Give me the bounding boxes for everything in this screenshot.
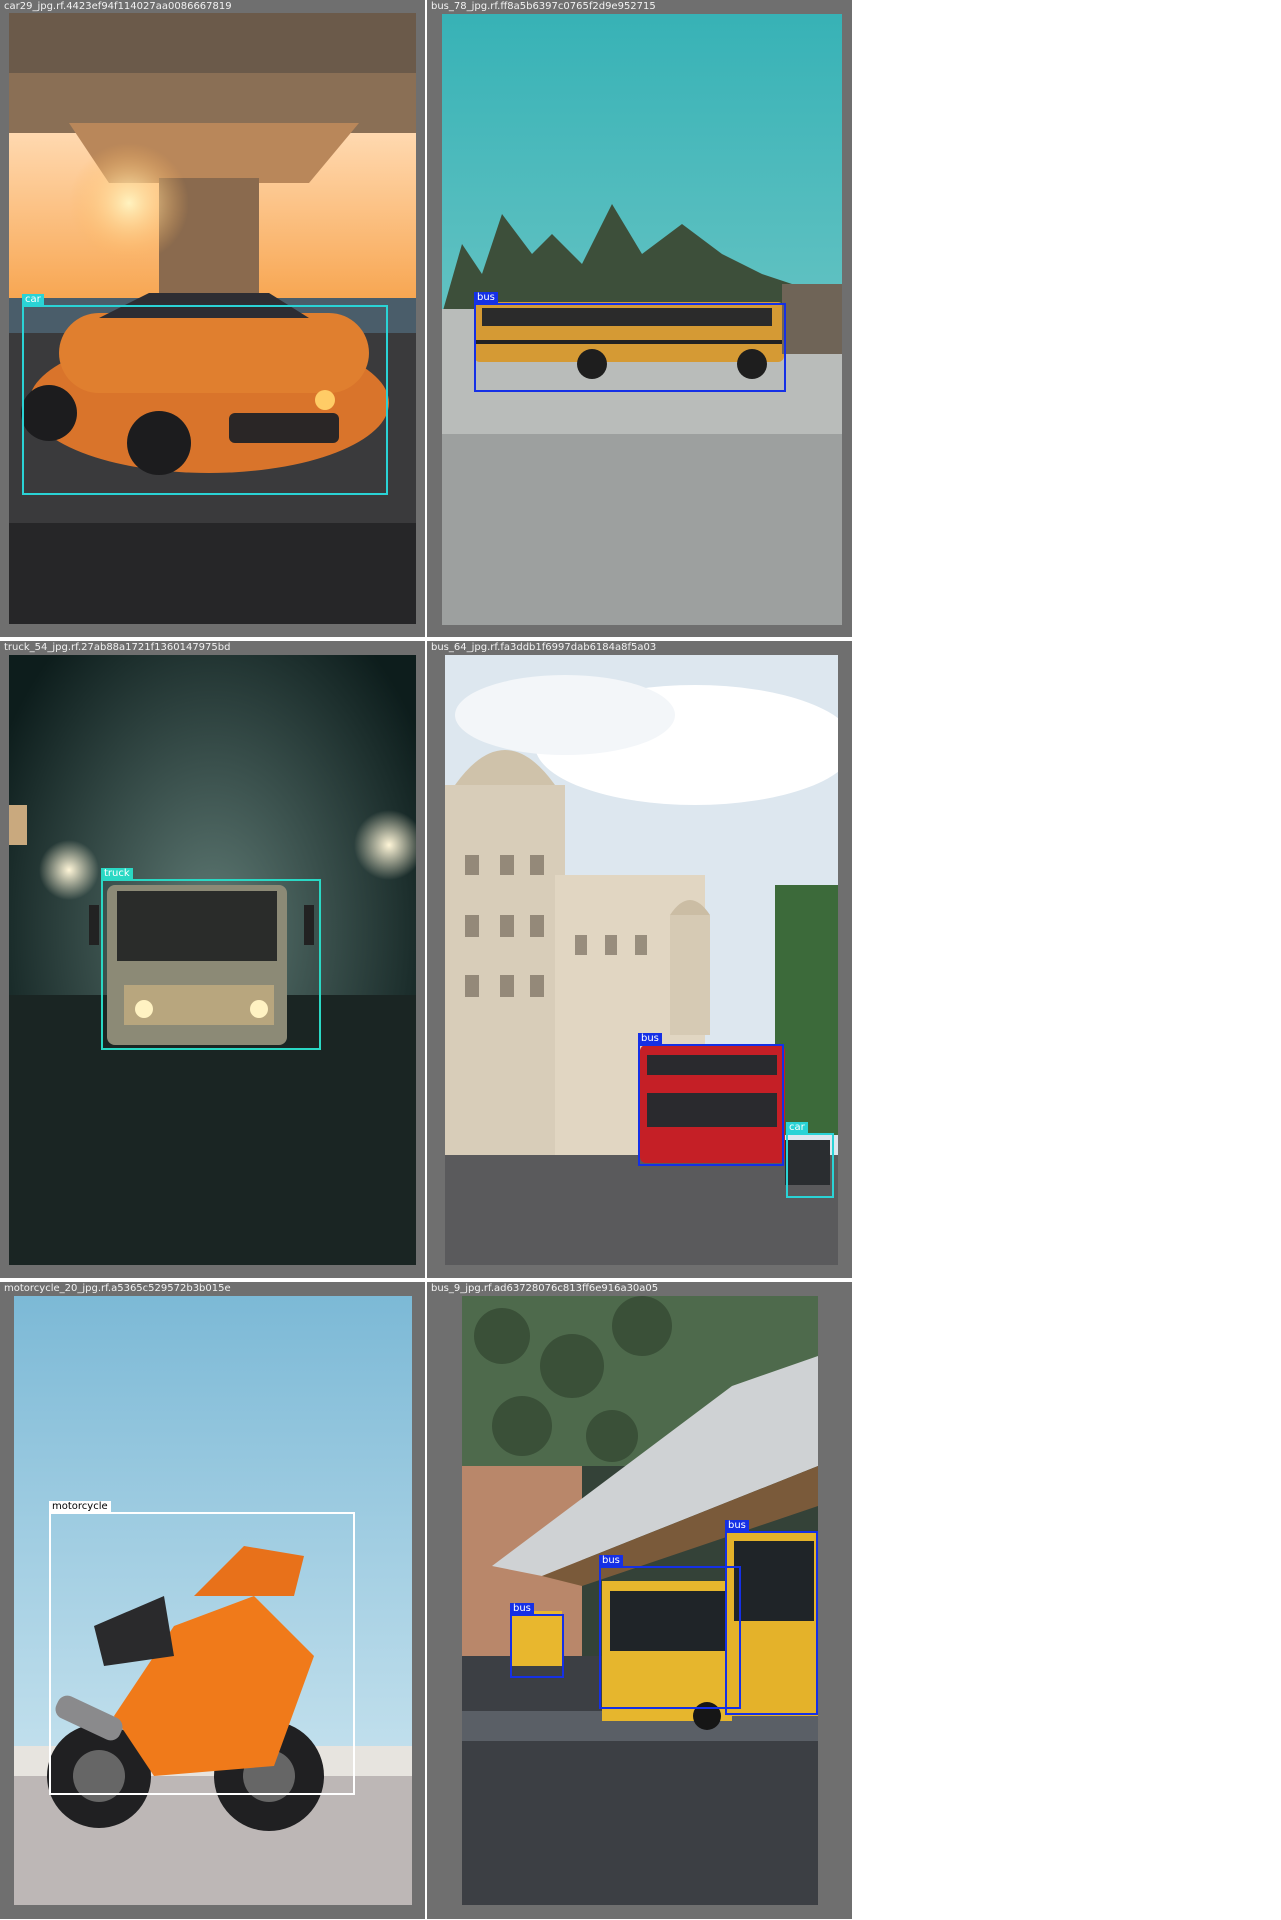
bbox-label: bus <box>599 1555 623 1566</box>
bbox-label: car <box>786 1122 808 1133</box>
bbox-truck: truck <box>101 868 321 1050</box>
cell-filename: bus_78_jpg.rf.ff8a5b6397c0765f2d9e952715 <box>431 1 656 12</box>
photo-orange-coupe: car <box>9 13 416 624</box>
bbox-label: bus <box>638 1033 662 1044</box>
bbox-bus: bus <box>510 1603 564 1678</box>
bbox-label: bus <box>510 1603 534 1614</box>
bbox-bus: bus <box>725 1520 818 1715</box>
grid-cell-truck54: truck_54_jpg.rf.27ab88a1721f1360147975bd <box>0 641 425 1278</box>
detection-grid: car29_jpg.rf.4423ef94f114027aa0086667819 <box>0 0 852 1919</box>
photo-bus-station: bus bus bus <box>462 1296 818 1905</box>
photo-sport-motorcycle: motorcycle <box>14 1296 412 1905</box>
bbox-label: bus <box>725 1520 749 1531</box>
grid-cell-bus64: bus_64_jpg.rf.fa3ddb1f6997dab6184a8f5a03 <box>427 641 852 1278</box>
bbox-label: bus <box>474 292 498 303</box>
bbox-bus: bus <box>638 1033 784 1166</box>
photo-foggy-truck: truck <box>9 655 416 1265</box>
photo-red-double-decker: bus car <box>445 655 838 1265</box>
grid-cell-car29: car29_jpg.rf.4423ef94f114027aa0086667819 <box>0 0 425 637</box>
cell-filename: truck_54_jpg.rf.27ab88a1721f1360147975bd <box>4 642 231 653</box>
grid-cell-motorcycle20: motorcycle_20_jpg.rf.a5365c529572b3b015e <box>0 1282 425 1919</box>
cell-filename: bus_64_jpg.rf.fa3ddb1f6997dab6184a8f5a03 <box>431 642 657 653</box>
bbox-motorcycle: motorcycle <box>49 1501 355 1795</box>
photo-school-bus: bus <box>442 14 842 625</box>
grid-cell-bus9: bus_9_jpg.rf.ad63728076c813ff6e916a30a05 <box>427 1282 852 1919</box>
bbox-car: car <box>22 294 388 495</box>
cell-filename: bus_9_jpg.rf.ad63728076c813ff6e916a30a05 <box>431 1283 659 1294</box>
bbox-label: truck <box>101 868 133 879</box>
bbox-bus: bus <box>474 292 786 392</box>
cell-filename: car29_jpg.rf.4423ef94f114027aa0086667819 <box>4 1 232 12</box>
cell-filename: motorcycle_20_jpg.rf.a5365c529572b3b015e <box>4 1283 231 1294</box>
bbox-label: car <box>22 294 44 305</box>
bbox-label: motorcycle <box>49 1501 111 1512</box>
bbox-bus: bus <box>599 1555 741 1709</box>
bbox-car: car <box>786 1122 834 1198</box>
grid-cell-bus78: bus_78_jpg.rf.ff8a5b6397c0765f2d9e952715 <box>427 0 852 637</box>
